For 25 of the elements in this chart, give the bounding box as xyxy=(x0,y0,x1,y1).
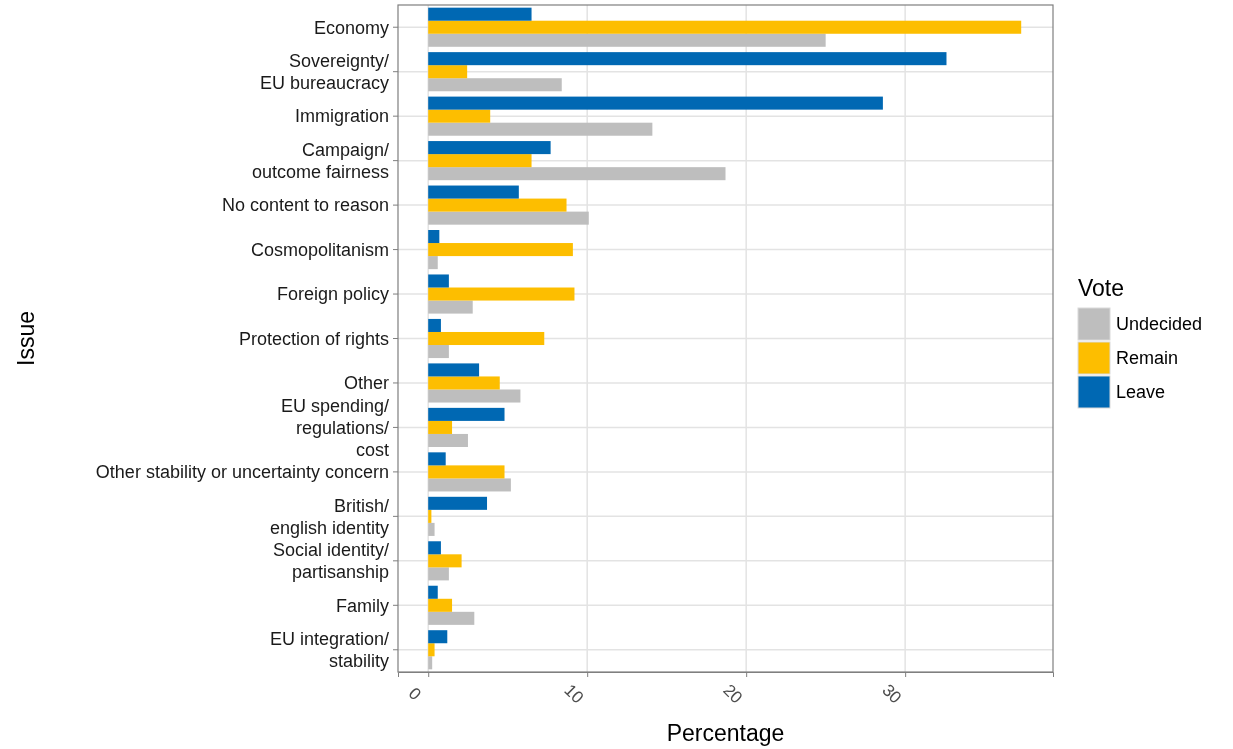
y-tick-label: Foreign policy xyxy=(276,284,389,305)
y-tick-label: Sovereignty/ EU bureaucracy xyxy=(259,51,389,93)
y-tick-label: Campaign/ outcome fairness xyxy=(251,139,389,182)
x-axis-title: Percentage xyxy=(666,720,785,746)
legend-label: Remain xyxy=(1116,348,1179,369)
y-tick-label: Protection of rights xyxy=(238,328,389,349)
y-tick-label: Other stability or uncertainty concern xyxy=(95,462,389,483)
x-tick-label: 0 xyxy=(404,683,425,704)
y-tick-label: Cosmopolitanism xyxy=(250,239,389,260)
x-tick-label: 20 xyxy=(719,680,747,708)
y-tick-label: No content to reason xyxy=(221,195,389,216)
y-tick-label: EU integration/ stability xyxy=(269,629,389,672)
legend-label: Undecided xyxy=(1116,314,1203,335)
legend-label: Leave xyxy=(1116,382,1166,403)
y-tick-label: Other xyxy=(343,373,389,394)
y-tick-label: Family xyxy=(336,595,389,616)
y-tick-label: EU spending/ regulations/ cost xyxy=(280,395,389,460)
x-tick-label: 30 xyxy=(878,680,906,708)
y-tick-label: Immigration xyxy=(294,106,389,127)
y-tick-label: Social identity/ partisanship xyxy=(272,540,389,583)
y-axis-title: Issue xyxy=(13,311,39,366)
x-tick-label: 10 xyxy=(560,680,588,708)
y-tick-label: Economy xyxy=(313,17,389,38)
legend-title: Vote xyxy=(1078,275,1125,301)
y-tick-label: British/ english identity xyxy=(269,495,389,538)
